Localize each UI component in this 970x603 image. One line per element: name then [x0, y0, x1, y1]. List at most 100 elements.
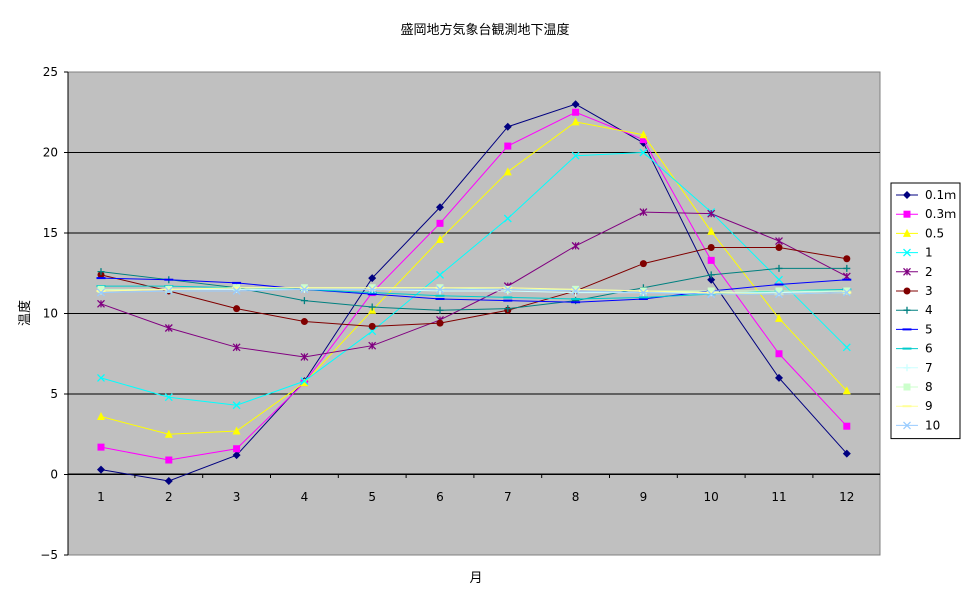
- data-point: [903, 191, 911, 199]
- data-point: [233, 305, 241, 313]
- legend-item: 1: [896, 246, 933, 260]
- series-line: [100, 103, 848, 482]
- data-point: [571, 241, 580, 250]
- data-point: [368, 322, 376, 330]
- y-tick-label: 5: [50, 387, 58, 401]
- legend-label: 6: [925, 342, 933, 356]
- legend-label: 0.3ｍ: [925, 207, 956, 221]
- series-line: [100, 267, 847, 311]
- legend-item: 7: [896, 361, 933, 375]
- y-tick-label: 10: [43, 307, 58, 321]
- legend-item: 3: [896, 284, 933, 298]
- data-point: [165, 456, 173, 464]
- legend-item: 10: [896, 418, 940, 432]
- x-tick-label: 6: [436, 490, 444, 504]
- data-point: [232, 287, 241, 295]
- data-point: [97, 285, 105, 293]
- data-point: [707, 226, 716, 235]
- legend-label: 9: [925, 399, 933, 413]
- data-point: [903, 306, 911, 314]
- data-point: [503, 122, 512, 131]
- legend-item: 9: [896, 399, 933, 413]
- series-line: [100, 277, 847, 303]
- y-tick-labels: −5 0 5 10 15 20 25: [40, 65, 68, 562]
- data-point: [300, 353, 309, 361]
- data-point: [97, 288, 105, 297]
- data-point: [503, 285, 512, 294]
- data-point: [300, 318, 308, 326]
- x-tick-label: 9: [640, 490, 648, 504]
- legend-label: 4: [925, 303, 933, 317]
- data-point: [843, 287, 851, 295]
- chart-title: 盛岡地方気象台観測地下温度: [400, 22, 569, 38]
- data-point: [97, 443, 105, 451]
- data-point: [707, 290, 716, 299]
- data-point: [368, 303, 376, 311]
- data-point: [232, 343, 241, 352]
- data-point: [707, 271, 715, 279]
- data-point: [903, 287, 911, 295]
- legend-box: [890, 182, 961, 440]
- data-point: [504, 142, 512, 150]
- x-tick-label: 1: [97, 490, 105, 504]
- legend: 0.1ｍ 0.3ｍ 0.5 1 2 3 4 5 6 7 8 9 10: [890, 182, 961, 440]
- x-axis-label: 月: [469, 571, 482, 586]
- x-tick-label: 2: [165, 490, 173, 504]
- legend-item: 0.3ｍ: [896, 207, 956, 221]
- legend-item: 0.5: [896, 226, 944, 240]
- data-point: [843, 255, 851, 263]
- y-axis-label: 温度: [17, 300, 33, 326]
- data-point: [164, 393, 173, 402]
- data-point: [707, 275, 716, 284]
- data-point: [707, 256, 715, 264]
- data-point: [436, 234, 444, 243]
- y-tick-label: −5: [40, 548, 58, 562]
- data-point: [436, 270, 444, 279]
- data-point: [903, 248, 911, 257]
- series-line: [100, 121, 848, 435]
- data-point: [775, 243, 783, 251]
- data-point: [436, 285, 444, 294]
- data-point: [639, 208, 648, 217]
- x-tick-labels: 1 2 3 4 5 6 7 8 9 10 11 12: [97, 474, 854, 504]
- series-lines: [96, 100, 852, 485]
- data-point: [903, 267, 911, 276]
- data-point: [97, 299, 105, 308]
- legend-label: 2: [925, 265, 933, 279]
- data-point: [97, 268, 105, 276]
- data-point: [843, 422, 851, 430]
- data-point: [97, 412, 105, 421]
- data-point: [97, 465, 105, 474]
- series-2: [97, 108, 851, 464]
- series-3: [97, 117, 851, 438]
- data-point: [503, 214, 512, 223]
- data-point: [571, 117, 580, 126]
- data-point: [233, 445, 241, 453]
- y-tick-label: 15: [43, 226, 58, 240]
- data-point: [843, 264, 851, 272]
- series-line: [101, 285, 847, 300]
- data-point: [436, 306, 444, 314]
- data-point: [775, 313, 783, 322]
- legend-label: 8: [925, 380, 933, 394]
- data-point: [503, 167, 512, 176]
- data-point: [232, 401, 241, 410]
- data-point: [504, 305, 512, 313]
- x-tick-label: 4: [301, 490, 309, 504]
- data-point: [707, 287, 715, 295]
- data-point: [775, 287, 783, 295]
- data-point: [368, 341, 377, 350]
- legend-item: 0.1ｍ: [896, 188, 956, 202]
- x-tick-label: 7: [504, 490, 512, 504]
- y-tick-label: 25: [43, 65, 58, 79]
- data-point: [164, 429, 173, 438]
- legend-label: 5: [925, 322, 933, 336]
- data-point: [903, 421, 911, 430]
- data-point: [707, 209, 716, 218]
- x-tick-label: 12: [839, 490, 854, 504]
- data-point: [300, 377, 309, 386]
- series-5: [97, 208, 851, 361]
- legend-label: 7: [925, 361, 933, 375]
- legend-label: 10: [925, 418, 940, 432]
